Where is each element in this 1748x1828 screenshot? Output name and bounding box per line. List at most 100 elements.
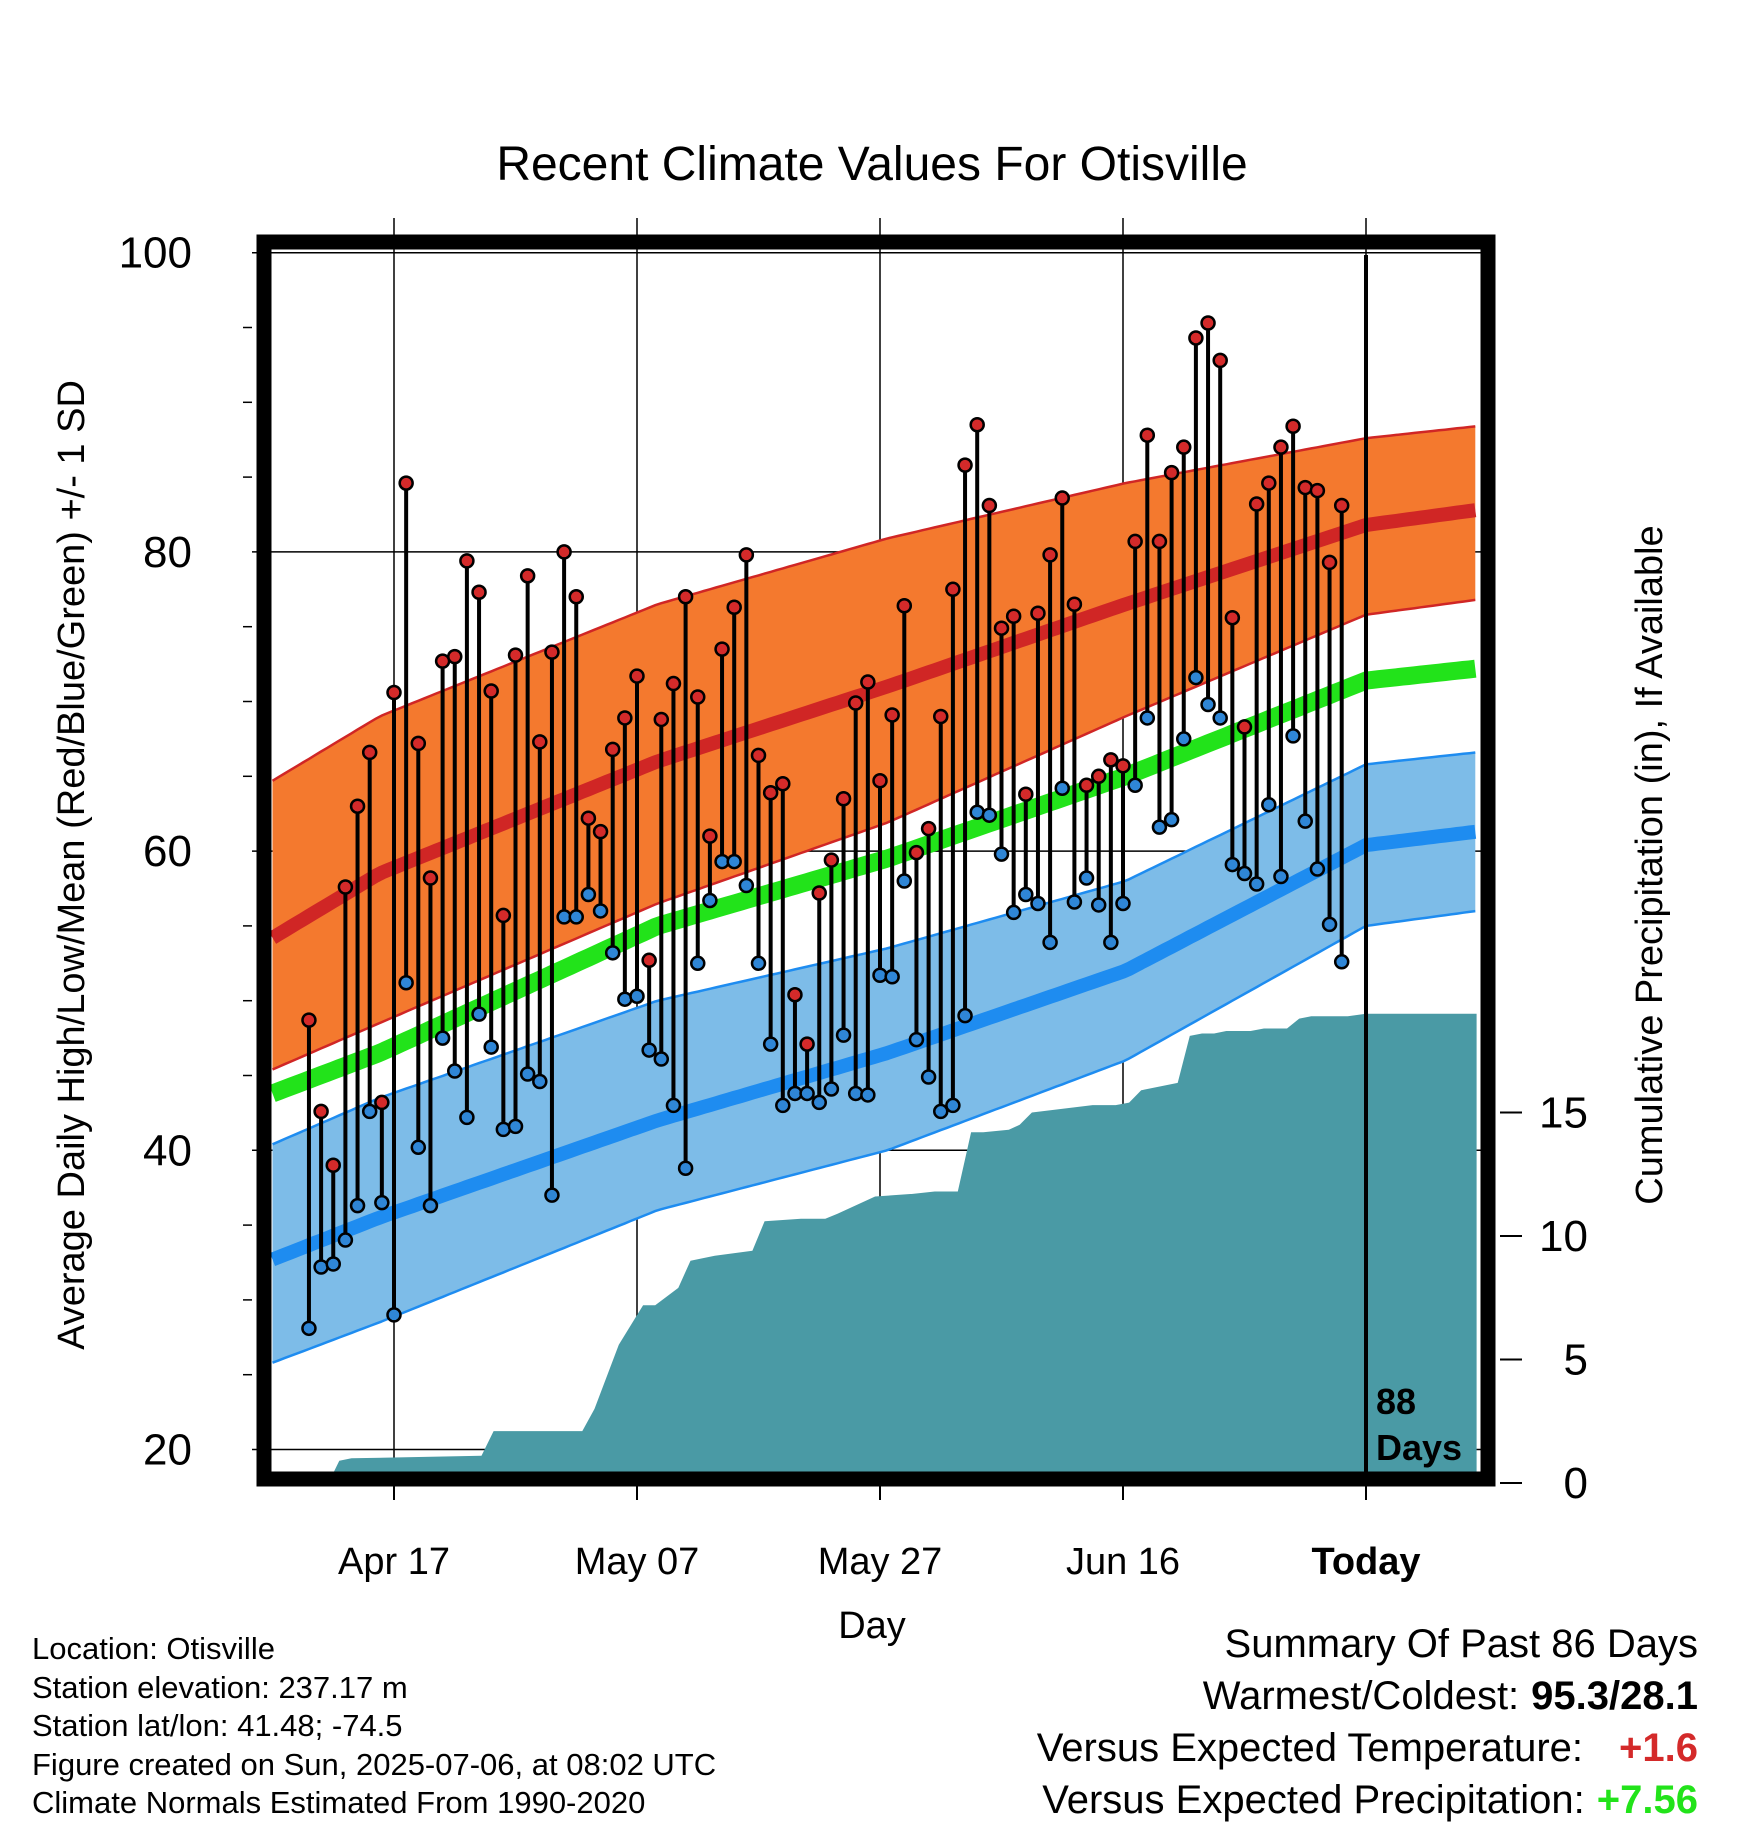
daily-low-point: [1078, 870, 1095, 886]
daily-high-point: [933, 708, 949, 725]
daily-high-point: [1248, 496, 1265, 512]
daily-high-point: [1285, 418, 1301, 434]
daily-low-point: [337, 1232, 354, 1248]
daily-low-point: [1176, 731, 1192, 747]
daily-high-point: [714, 641, 730, 657]
plot-border: [256, 234, 1496, 1487]
daily-high-point: [775, 776, 791, 792]
daily-high-point: [447, 648, 463, 665]
daily-low-point: [835, 1027, 852, 1043]
daily-low-point: [580, 886, 597, 903]
daily-low-point: [896, 873, 913, 889]
y-left-tick-label: 100: [119, 229, 192, 278]
daily-high-point: [1273, 439, 1289, 455]
high-normal-line: [268, 503, 1477, 944]
daily-high-point: [690, 689, 706, 705]
daily-low-point: [1321, 916, 1338, 933]
daily-low-point: [1309, 861, 1326, 877]
daily-low-point: [641, 1042, 657, 1058]
daily-high-point: [1103, 752, 1119, 768]
daily-high-point: [495, 907, 512, 924]
daily-low-point: [459, 1109, 475, 1126]
x-tick-label: May 27: [818, 1541, 943, 1583]
daily-high-point: [519, 568, 536, 584]
y-right-tick-label: 10: [1539, 1212, 1588, 1261]
daily-high-point: [750, 747, 767, 764]
daily-low-point: [361, 1103, 378, 1120]
daily-low-point: [386, 1307, 402, 1323]
low-normal-line: [269, 824, 1477, 1267]
days-marker-label: Days: [1376, 1427, 1462, 1468]
plot-frame: 88 Days: [256, 234, 1496, 1487]
daily-high-point: [726, 599, 742, 616]
daily-high-point: [920, 820, 937, 837]
daily-high-point: [1236, 719, 1253, 735]
daily-high-point: [1176, 439, 1192, 455]
created-text: Figure created on Sun, 2025-07-06, at 08…: [32, 1746, 717, 1782]
daily-high-point: [507, 647, 524, 663]
daily-high-point: [1018, 786, 1034, 803]
daily-high-point: [762, 785, 779, 801]
daily-high-point: [957, 457, 973, 473]
location-text: Location: Otisville: [32, 1631, 275, 1666]
y-axis-right-label: Cumulative Precipitation (in), If Availa…: [1629, 525, 1671, 1204]
daily-high-point: [313, 1103, 329, 1120]
y-right-tick-label: 15: [1539, 1089, 1588, 1138]
high-lower-line: [272, 598, 1476, 1071]
latlon-text: Station lat/lon: 41.48; -74.5: [32, 1708, 403, 1744]
daily-low-point: [374, 1194, 390, 1211]
daily-low-point: [1297, 813, 1313, 829]
days-marker-number: 88: [1376, 1381, 1416, 1422]
daily-high-point: [993, 620, 1010, 636]
daily-low-point: [799, 1085, 815, 1102]
daily-high-point: [1188, 330, 1204, 346]
daily-high-point: [532, 734, 548, 750]
daily-high-point: [337, 879, 354, 895]
daily-high-point: [592, 823, 609, 840]
precip-vs-expected-label: Versus Expected Precipitation:: [1042, 1778, 1585, 1822]
daily-high-point: [1115, 758, 1131, 774]
daily-low-point: [532, 1073, 548, 1090]
daily-high-point: [1042, 547, 1058, 563]
daily-low-point: [860, 1087, 876, 1103]
daily-high-point: [1078, 777, 1095, 794]
daily-low-point: [1224, 856, 1241, 873]
daily-high-point: [629, 668, 645, 684]
y-left-tick-label: 40: [143, 1126, 192, 1175]
daily-low-point: [811, 1094, 827, 1111]
y-right-tick-label: 0: [1564, 1459, 1588, 1508]
y-axis-left-label: Average Daily High/Low/Mean (Red/Blue/Gr…: [51, 380, 93, 1350]
daily-high-point: [398, 475, 414, 491]
daily-high-point: [1200, 315, 1216, 331]
daily-low-point: [1066, 894, 1083, 910]
x-tick-label: Apr 17: [338, 1541, 450, 1583]
daily-high-point: [665, 675, 682, 692]
precip-vs-expected-value: +7.56: [1596, 1778, 1698, 1822]
normals-text: Climate Normals Estimated From 1990-2020: [32, 1785, 646, 1821]
daily-low-point: [1200, 696, 1216, 713]
daily-high-point: [1005, 608, 1022, 624]
normal-bands: [268, 425, 1477, 1364]
daily-high-point: [799, 1036, 815, 1052]
daily-low-point: [665, 1097, 682, 1114]
daily-low-point: [1103, 934, 1119, 951]
temp-vs-expected-label: Versus Expected Temperature:: [1036, 1726, 1584, 1770]
summary-title: Summary Of Past 86 Days: [1224, 1622, 1698, 1666]
daily-low-point: [726, 853, 742, 870]
daily-high-point: [580, 810, 597, 826]
daily-low-point: [933, 1103, 949, 1120]
x-tick-label: Today: [1311, 1541, 1420, 1583]
daily-low-point: [993, 846, 1010, 862]
daily-high-point: [823, 852, 840, 868]
daily-low-point: [1333, 954, 1350, 970]
daily-low-point: [1018, 886, 1034, 903]
daily-low-point: [1261, 796, 1277, 813]
daily-high-point: [835, 790, 852, 807]
daily-low-point: [1042, 934, 1058, 951]
daily-low-point: [823, 1081, 840, 1097]
daily-low-point: [653, 1051, 670, 1067]
y-left-tick-label: 20: [143, 1426, 192, 1475]
x-tick-label: May 07: [575, 1541, 700, 1583]
daily-high-point: [1224, 609, 1241, 626]
daily-high-point: [1309, 482, 1326, 499]
